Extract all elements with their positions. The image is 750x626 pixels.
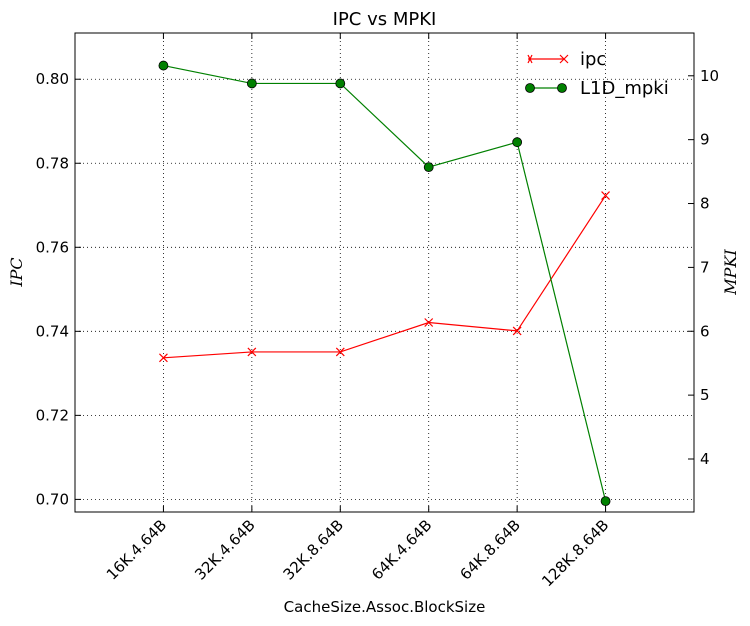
series-line-l1d-mpki [163,64,607,502]
right-y-tick-label: 6 [700,322,710,340]
data-point-l1d-mpki [512,137,523,148]
legend-marker-ipc [527,54,569,64]
data-point-ipc [601,191,610,201]
plot-frame [74,32,695,513]
right-y-tick-label: 10 [700,67,719,85]
right-y-tick-label: 9 [700,131,710,149]
data-point-l1d-mpki [423,162,434,173]
left-y-tick-label: 0.80 [36,70,69,88]
data-point-ipc [335,347,345,357]
legend-label-ipc: ipc [580,49,606,70]
data-point-l1d-mpki [600,496,611,507]
right-y-tick-label: 4 [700,450,710,468]
left-y-tick-label: 0.78 [36,154,69,172]
data-point-ipc [424,318,434,327]
legend-entry-l1d-mpki: L1D_mpki [525,78,669,99]
series-line-ipc [163,195,607,359]
chart-title: IPC vs MPKI [333,9,437,30]
legend-label-l1d-mpki: L1D_mpki [580,78,669,99]
data-point-ipc [512,326,522,336]
left-y-tick-label: 0.70 [36,490,69,508]
right-y-tick-label: 7 [700,258,710,276]
x-axis-label: CacheSize.Assoc.BlockSize [284,598,486,616]
data-point-ipc [159,353,168,363]
data-point-ipc [247,347,257,357]
data-point-l1d-mpki [158,60,169,71]
data-point-l1d-mpki [335,78,346,89]
left-y-tick-label: 0.74 [36,322,69,340]
right-y-axis-label: MPKI [721,249,740,296]
legend: ipc L1D_mpki [525,49,669,99]
left-y-tick-label: 0.72 [36,406,69,424]
data-point-l1d-mpki [246,78,257,89]
legend-marker-l1d-mpki-end [557,83,567,93]
left-y-axis-label: IPC [7,257,26,287]
right-y-tick-label: 5 [700,386,710,404]
left-y-tick-label: 0.76 [36,238,69,256]
legend-entry-ipc: ipc [527,49,606,70]
right-y-tick-label: 8 [700,195,710,213]
legend-marker-l1d-mpki-start [525,83,535,93]
series-layer [158,60,611,507]
